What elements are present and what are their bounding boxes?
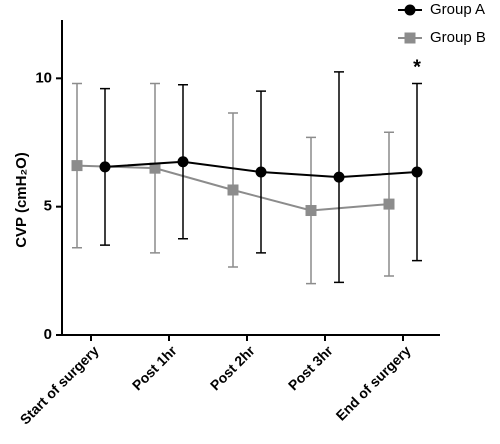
point (71, 160, 83, 172)
point (255, 166, 267, 178)
annotation: * (413, 56, 421, 78)
legend-marker (404, 32, 416, 44)
legend-label: Group A (430, 1, 485, 18)
point (99, 161, 111, 173)
x-tick-label: Post 1hr (129, 342, 180, 393)
y-tick-label: 0 (44, 326, 52, 343)
point (177, 156, 189, 168)
legend-marker (404, 4, 416, 16)
y-tick-label: 10 (35, 69, 52, 86)
legend-label: Group B (430, 29, 486, 46)
point (149, 162, 161, 174)
point (383, 198, 395, 210)
y-tick-label: 5 (44, 198, 52, 215)
x-tick-label: Post 2hr (207, 342, 258, 393)
x-tick-label: Start of surgery (17, 342, 102, 427)
point (333, 171, 345, 183)
x-tick-label: End of surgery (333, 342, 414, 423)
point (227, 184, 239, 196)
point (411, 166, 423, 178)
point (305, 205, 317, 217)
y-axis-label: CVP (cmH₂O) (13, 152, 30, 248)
x-tick-label: Post 3hr (285, 342, 336, 393)
